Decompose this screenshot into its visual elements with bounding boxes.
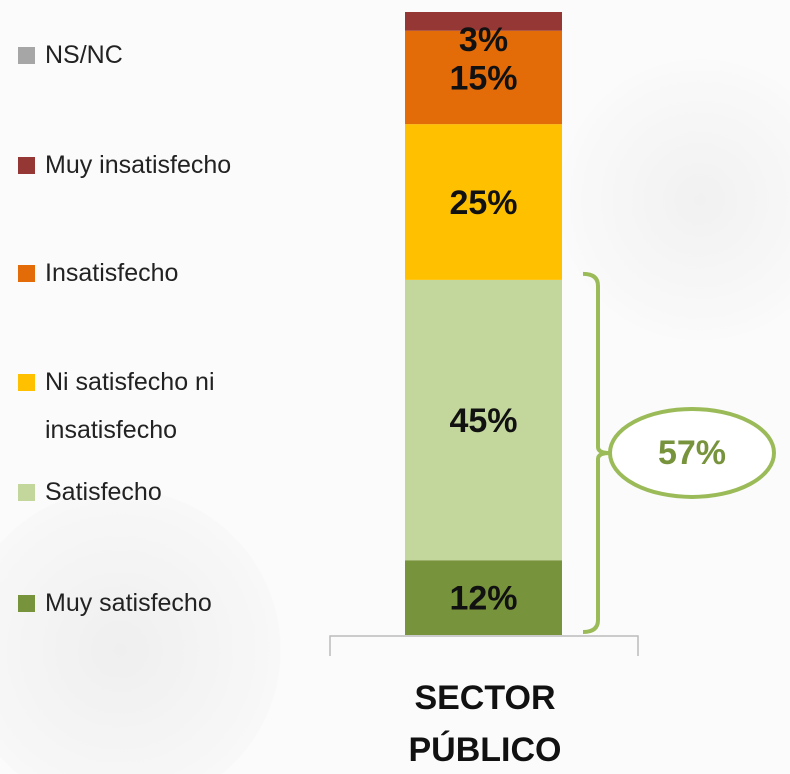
bar-segment [405,30,562,125]
bar-segment [405,279,562,561]
legend-label: Muy insatisfecho [45,151,232,179]
legend-swatch [18,265,35,282]
bracket [582,271,611,634]
legend-swatch [18,374,35,391]
legend-label: Ni satisfecho ni insatisfecho [45,368,215,444]
data-label: 3% [459,21,508,59]
data-label: 12% [449,580,517,618]
legend-label: Muy satisfecho [45,589,212,617]
legend-swatch [18,484,35,501]
legend-swatch [18,157,35,174]
bar-segment [405,124,562,280]
data-label: 25% [449,184,517,222]
annotation: 57% [658,434,726,472]
legend-label: Satisfecho [45,478,162,506]
bar-segment [405,12,562,31]
x-tick-label: SECTOR PÚBLICO [408,679,562,769]
legend-swatch [18,47,35,64]
x-axis [329,635,639,656]
annotation-ellipse [608,406,776,499]
data-label: 15% [449,59,517,97]
legend-label: NS/NC [45,41,123,69]
legend-swatch [18,595,35,612]
data-label: 45% [449,402,517,440]
bar-segment [405,560,562,635]
legend-label: Insatisfecho [45,259,179,287]
